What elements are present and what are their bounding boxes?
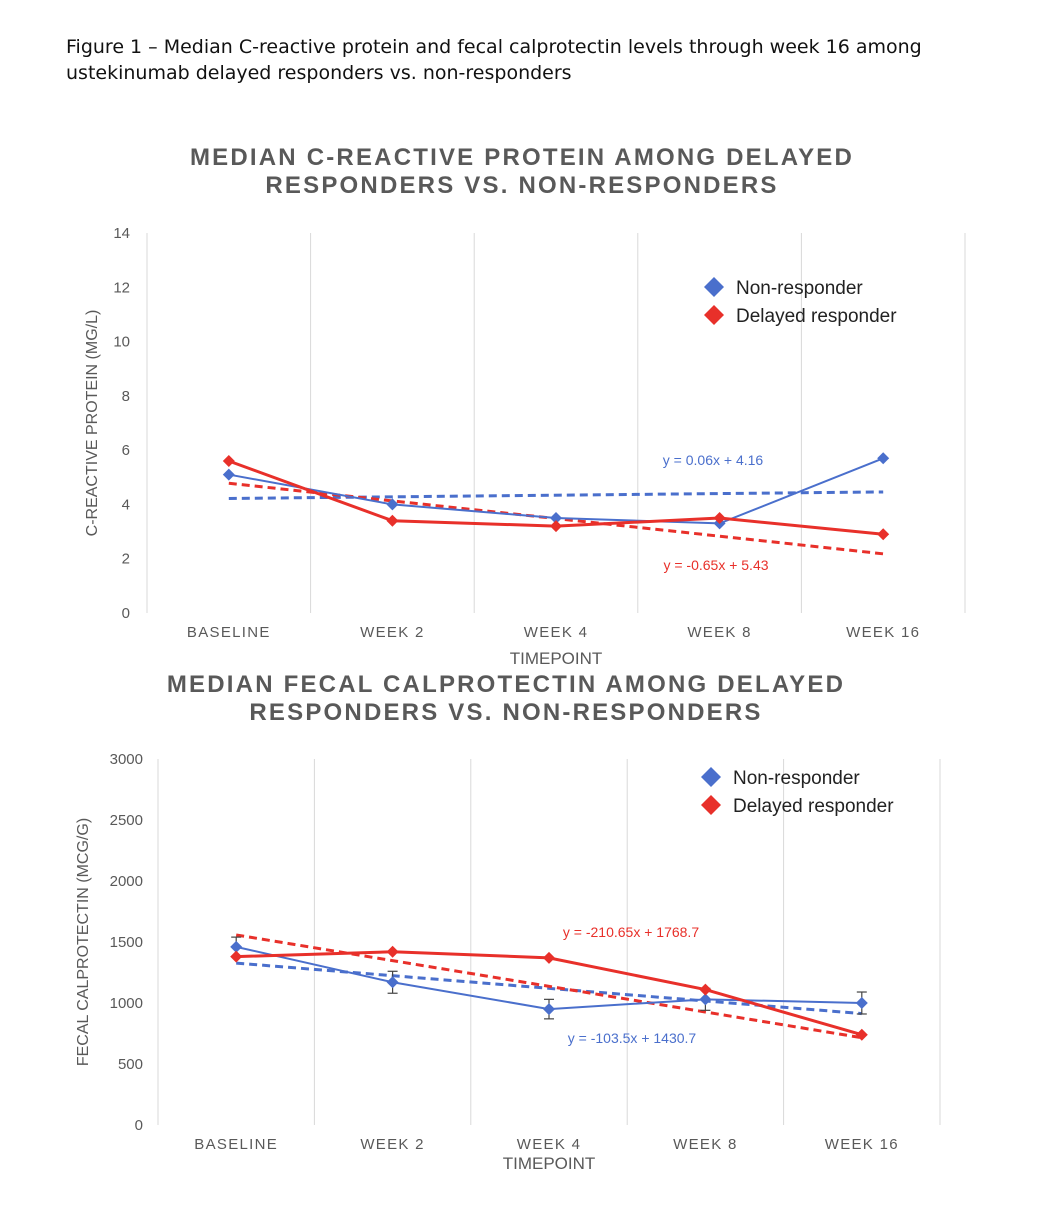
fc-data-point xyxy=(855,1028,868,1041)
crp-data-point xyxy=(222,468,235,481)
fc-x-axis-label: TIMEPOINT xyxy=(503,1154,596,1173)
crp-y-tick-label: 12 xyxy=(113,279,130,296)
fc-y-tick-label: 0 xyxy=(135,1117,143,1134)
crp-data-point xyxy=(550,520,562,533)
fc-data-point xyxy=(855,997,868,1009)
crp-trendline-equation: y = 0.06x + 4.16 xyxy=(663,452,764,468)
fc-data-point xyxy=(230,950,243,963)
crp-x-tick-label: WEEK 16 xyxy=(846,624,920,641)
crp-title-line: RESPONDERS VS. NON-RESPONDERS xyxy=(265,172,778,199)
fc-y-tick-label: 3000 xyxy=(110,751,143,768)
crp-y-tick-label: 14 xyxy=(113,225,130,242)
fc-legend-marker xyxy=(701,767,721,787)
crp-data-point xyxy=(550,512,562,524)
fc-x-tick-label: WEEK 2 xyxy=(360,1136,424,1153)
crp-y-tick-label: 4 xyxy=(122,496,130,513)
fc-data-point xyxy=(230,940,243,953)
fc-trendline-equation: y = -210.65x + 1768.7 xyxy=(563,924,699,940)
fc-legend-label: Non-responder xyxy=(733,768,860,789)
crp-data-point xyxy=(877,452,890,465)
crp-trendline-equation: y = -0.65x + 5.43 xyxy=(663,557,768,573)
crp-y-tick-label: 10 xyxy=(113,334,130,351)
figure-caption: Figure 1 – Median C-reactive protein and… xyxy=(66,36,922,84)
fc-y-tick-label: 1000 xyxy=(110,995,143,1012)
crp-y-tick-label: 2 xyxy=(122,551,130,568)
fc-trendline xyxy=(235,933,863,1040)
crp-x-tick-label: BASELINE xyxy=(187,624,271,641)
fc-y-tick-label: 1500 xyxy=(110,934,143,951)
crp-y-tick-label: 8 xyxy=(122,388,130,405)
fc-x-tick-label: BASELINE xyxy=(194,1136,278,1153)
crp-legend-marker xyxy=(704,277,724,297)
crp-legend-label: Delayed responder xyxy=(736,306,897,327)
fc-data-point xyxy=(543,1003,555,1016)
crp-y-axis-label: C-REACTIVE PROTEIN (MG/L) xyxy=(84,310,101,537)
fc-x-tick-label: WEEK 8 xyxy=(673,1136,737,1153)
crp-legend-marker xyxy=(704,305,724,325)
crp-x-tick-label: WEEK 4 xyxy=(524,624,588,641)
crp-y-tick-label: 0 xyxy=(122,605,130,622)
fc-x-tick-label: WEEK 16 xyxy=(825,1136,899,1153)
fc-title-line: RESPONDERS VS. NON-RESPONDERS xyxy=(249,699,762,726)
fc-data-point xyxy=(699,993,712,1006)
fc-y-axis-label: FECAL CALPROTECTIN (MCG/G) xyxy=(75,818,92,1066)
fc-y-tick-label: 500 xyxy=(118,1056,143,1073)
fc-y-tick-label: 2000 xyxy=(110,873,143,890)
crp-data-point xyxy=(713,512,726,524)
fc-x-tick-label: WEEK 4 xyxy=(517,1136,581,1153)
crp-x-tick-label: WEEK 2 xyxy=(360,624,424,641)
fc-legend-label: Delayed responder xyxy=(733,796,894,817)
crp-data-point xyxy=(386,498,399,511)
crp-x-tick-label: WEEK 8 xyxy=(687,624,751,641)
fc-title-line: MEDIAN FECAL CALPROTECTIN AMONG DELAYED xyxy=(167,671,845,698)
crp-legend-label: Non-responder xyxy=(736,278,863,299)
crp-chart: MEDIAN C-REACTIVE PROTEIN AMONG DELAYEDR… xyxy=(84,144,966,668)
fc-data-point xyxy=(386,976,399,989)
fc-data-point xyxy=(386,945,399,958)
crp-data-point xyxy=(386,514,399,527)
crp-data-point xyxy=(877,528,890,541)
crp-data-point xyxy=(222,455,235,467)
fc-y-tick-label: 2500 xyxy=(110,812,143,829)
crp-trendline xyxy=(228,490,884,500)
crp-y-tick-label: 6 xyxy=(122,442,130,459)
crp-x-axis-label: TIMEPOINT xyxy=(510,649,603,668)
fc-data-point xyxy=(699,983,712,996)
fc-data-point xyxy=(543,951,555,964)
fc-legend-marker xyxy=(701,795,721,815)
crp-title-line: MEDIAN C-REACTIVE PROTEIN AMONG DELAYED xyxy=(190,144,854,171)
fc-trendline-equation: y = -103.5x + 1430.7 xyxy=(568,1030,697,1046)
